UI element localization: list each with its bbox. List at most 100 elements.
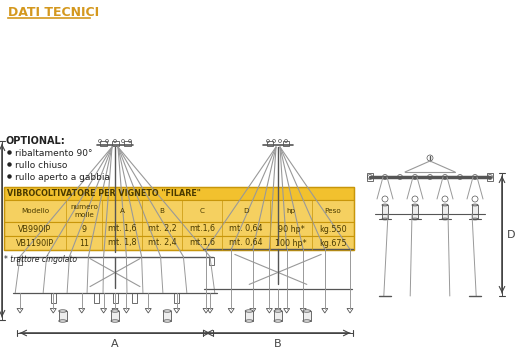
Bar xyxy=(111,140,119,145)
Bar xyxy=(472,205,478,219)
Polygon shape xyxy=(322,309,328,313)
Polygon shape xyxy=(300,309,306,313)
Text: mt. 0,64: mt. 0,64 xyxy=(229,225,263,234)
Polygon shape xyxy=(100,309,107,313)
Bar xyxy=(112,293,118,303)
Polygon shape xyxy=(174,309,180,313)
Bar xyxy=(4,187,354,200)
Bar xyxy=(163,311,171,321)
Ellipse shape xyxy=(245,310,253,312)
Ellipse shape xyxy=(303,320,311,322)
Polygon shape xyxy=(228,309,234,313)
Text: C: C xyxy=(200,208,204,214)
Bar xyxy=(412,205,418,219)
Ellipse shape xyxy=(442,218,448,220)
Ellipse shape xyxy=(163,320,171,322)
Polygon shape xyxy=(283,309,290,313)
Ellipse shape xyxy=(245,320,253,322)
Text: VB990IP: VB990IP xyxy=(18,225,51,234)
Bar xyxy=(274,311,282,321)
Bar xyxy=(4,236,354,250)
Ellipse shape xyxy=(274,320,282,322)
Text: mt.1,6: mt.1,6 xyxy=(189,225,215,234)
Text: D: D xyxy=(507,230,515,239)
Bar xyxy=(4,222,354,236)
Ellipse shape xyxy=(412,218,418,220)
Ellipse shape xyxy=(111,320,119,322)
Text: mt. 2,2: mt. 2,2 xyxy=(148,225,176,234)
Text: rullo chiuso: rullo chiuso xyxy=(15,161,68,170)
Ellipse shape xyxy=(412,204,418,206)
Bar xyxy=(4,200,354,222)
Ellipse shape xyxy=(274,310,282,312)
Bar xyxy=(283,140,289,145)
Ellipse shape xyxy=(472,218,478,220)
Bar xyxy=(267,140,273,145)
Ellipse shape xyxy=(111,310,119,312)
Bar xyxy=(59,311,67,321)
Text: Modello: Modello xyxy=(21,208,49,214)
Polygon shape xyxy=(145,309,151,313)
Ellipse shape xyxy=(303,310,311,312)
Text: 11: 11 xyxy=(79,238,89,248)
Text: mt. 1,8: mt. 1,8 xyxy=(108,238,136,248)
Bar xyxy=(51,293,56,303)
Polygon shape xyxy=(112,309,118,313)
Polygon shape xyxy=(17,309,23,313)
Text: Peso: Peso xyxy=(324,208,341,214)
Text: B: B xyxy=(160,208,164,214)
Polygon shape xyxy=(275,309,281,313)
Bar xyxy=(4,187,354,250)
Ellipse shape xyxy=(472,204,478,206)
Ellipse shape xyxy=(382,204,388,206)
Text: mt.1,6: mt.1,6 xyxy=(189,238,215,248)
Polygon shape xyxy=(347,309,353,313)
Text: * trattore cingolato: * trattore cingolato xyxy=(4,255,77,264)
Polygon shape xyxy=(203,309,209,313)
Bar xyxy=(367,173,373,181)
Polygon shape xyxy=(266,309,272,313)
Text: kg.675: kg.675 xyxy=(319,238,347,248)
Ellipse shape xyxy=(59,310,67,312)
Text: 100 hp*: 100 hp* xyxy=(275,238,307,248)
Text: kg.550: kg.550 xyxy=(319,225,347,234)
Bar xyxy=(209,257,214,265)
Bar xyxy=(245,311,253,321)
Polygon shape xyxy=(207,309,213,313)
Text: rullo aperto a gabbia: rullo aperto a gabbia xyxy=(15,173,110,182)
Polygon shape xyxy=(250,309,256,313)
Bar xyxy=(303,311,311,321)
Bar xyxy=(174,293,179,303)
Text: 90 hp*: 90 hp* xyxy=(278,225,304,234)
Bar xyxy=(487,173,493,181)
Bar xyxy=(382,205,388,219)
Text: numero
molle: numero molle xyxy=(70,204,98,218)
Text: A: A xyxy=(120,208,124,214)
Text: A: A xyxy=(111,339,119,349)
Ellipse shape xyxy=(442,204,448,206)
Bar xyxy=(17,257,21,265)
Ellipse shape xyxy=(59,320,67,322)
Bar xyxy=(124,140,131,145)
Text: 9: 9 xyxy=(82,225,86,234)
Polygon shape xyxy=(50,309,56,313)
Polygon shape xyxy=(79,309,85,313)
Bar xyxy=(99,140,107,145)
Bar xyxy=(94,293,98,303)
Text: B: B xyxy=(274,339,282,349)
Bar xyxy=(442,205,448,219)
Text: hp: hp xyxy=(287,208,295,214)
Text: VIBROCOLTIVATORE PER VIGNETO "FILARE": VIBROCOLTIVATORE PER VIGNETO "FILARE" xyxy=(7,189,201,198)
Ellipse shape xyxy=(163,310,171,312)
Text: VB1190IP: VB1190IP xyxy=(16,238,54,248)
Text: OPTIONAL:: OPTIONAL: xyxy=(5,136,65,146)
Ellipse shape xyxy=(382,218,388,220)
Text: ribaltamento 90°: ribaltamento 90° xyxy=(15,149,93,158)
Text: D: D xyxy=(243,208,249,214)
Bar xyxy=(132,293,136,303)
Polygon shape xyxy=(123,309,129,313)
Bar xyxy=(111,311,119,321)
Text: mt. 0,64: mt. 0,64 xyxy=(229,238,263,248)
Text: mt. 2,4: mt. 2,4 xyxy=(148,238,176,248)
Text: mt. 1,6: mt. 1,6 xyxy=(108,225,136,234)
